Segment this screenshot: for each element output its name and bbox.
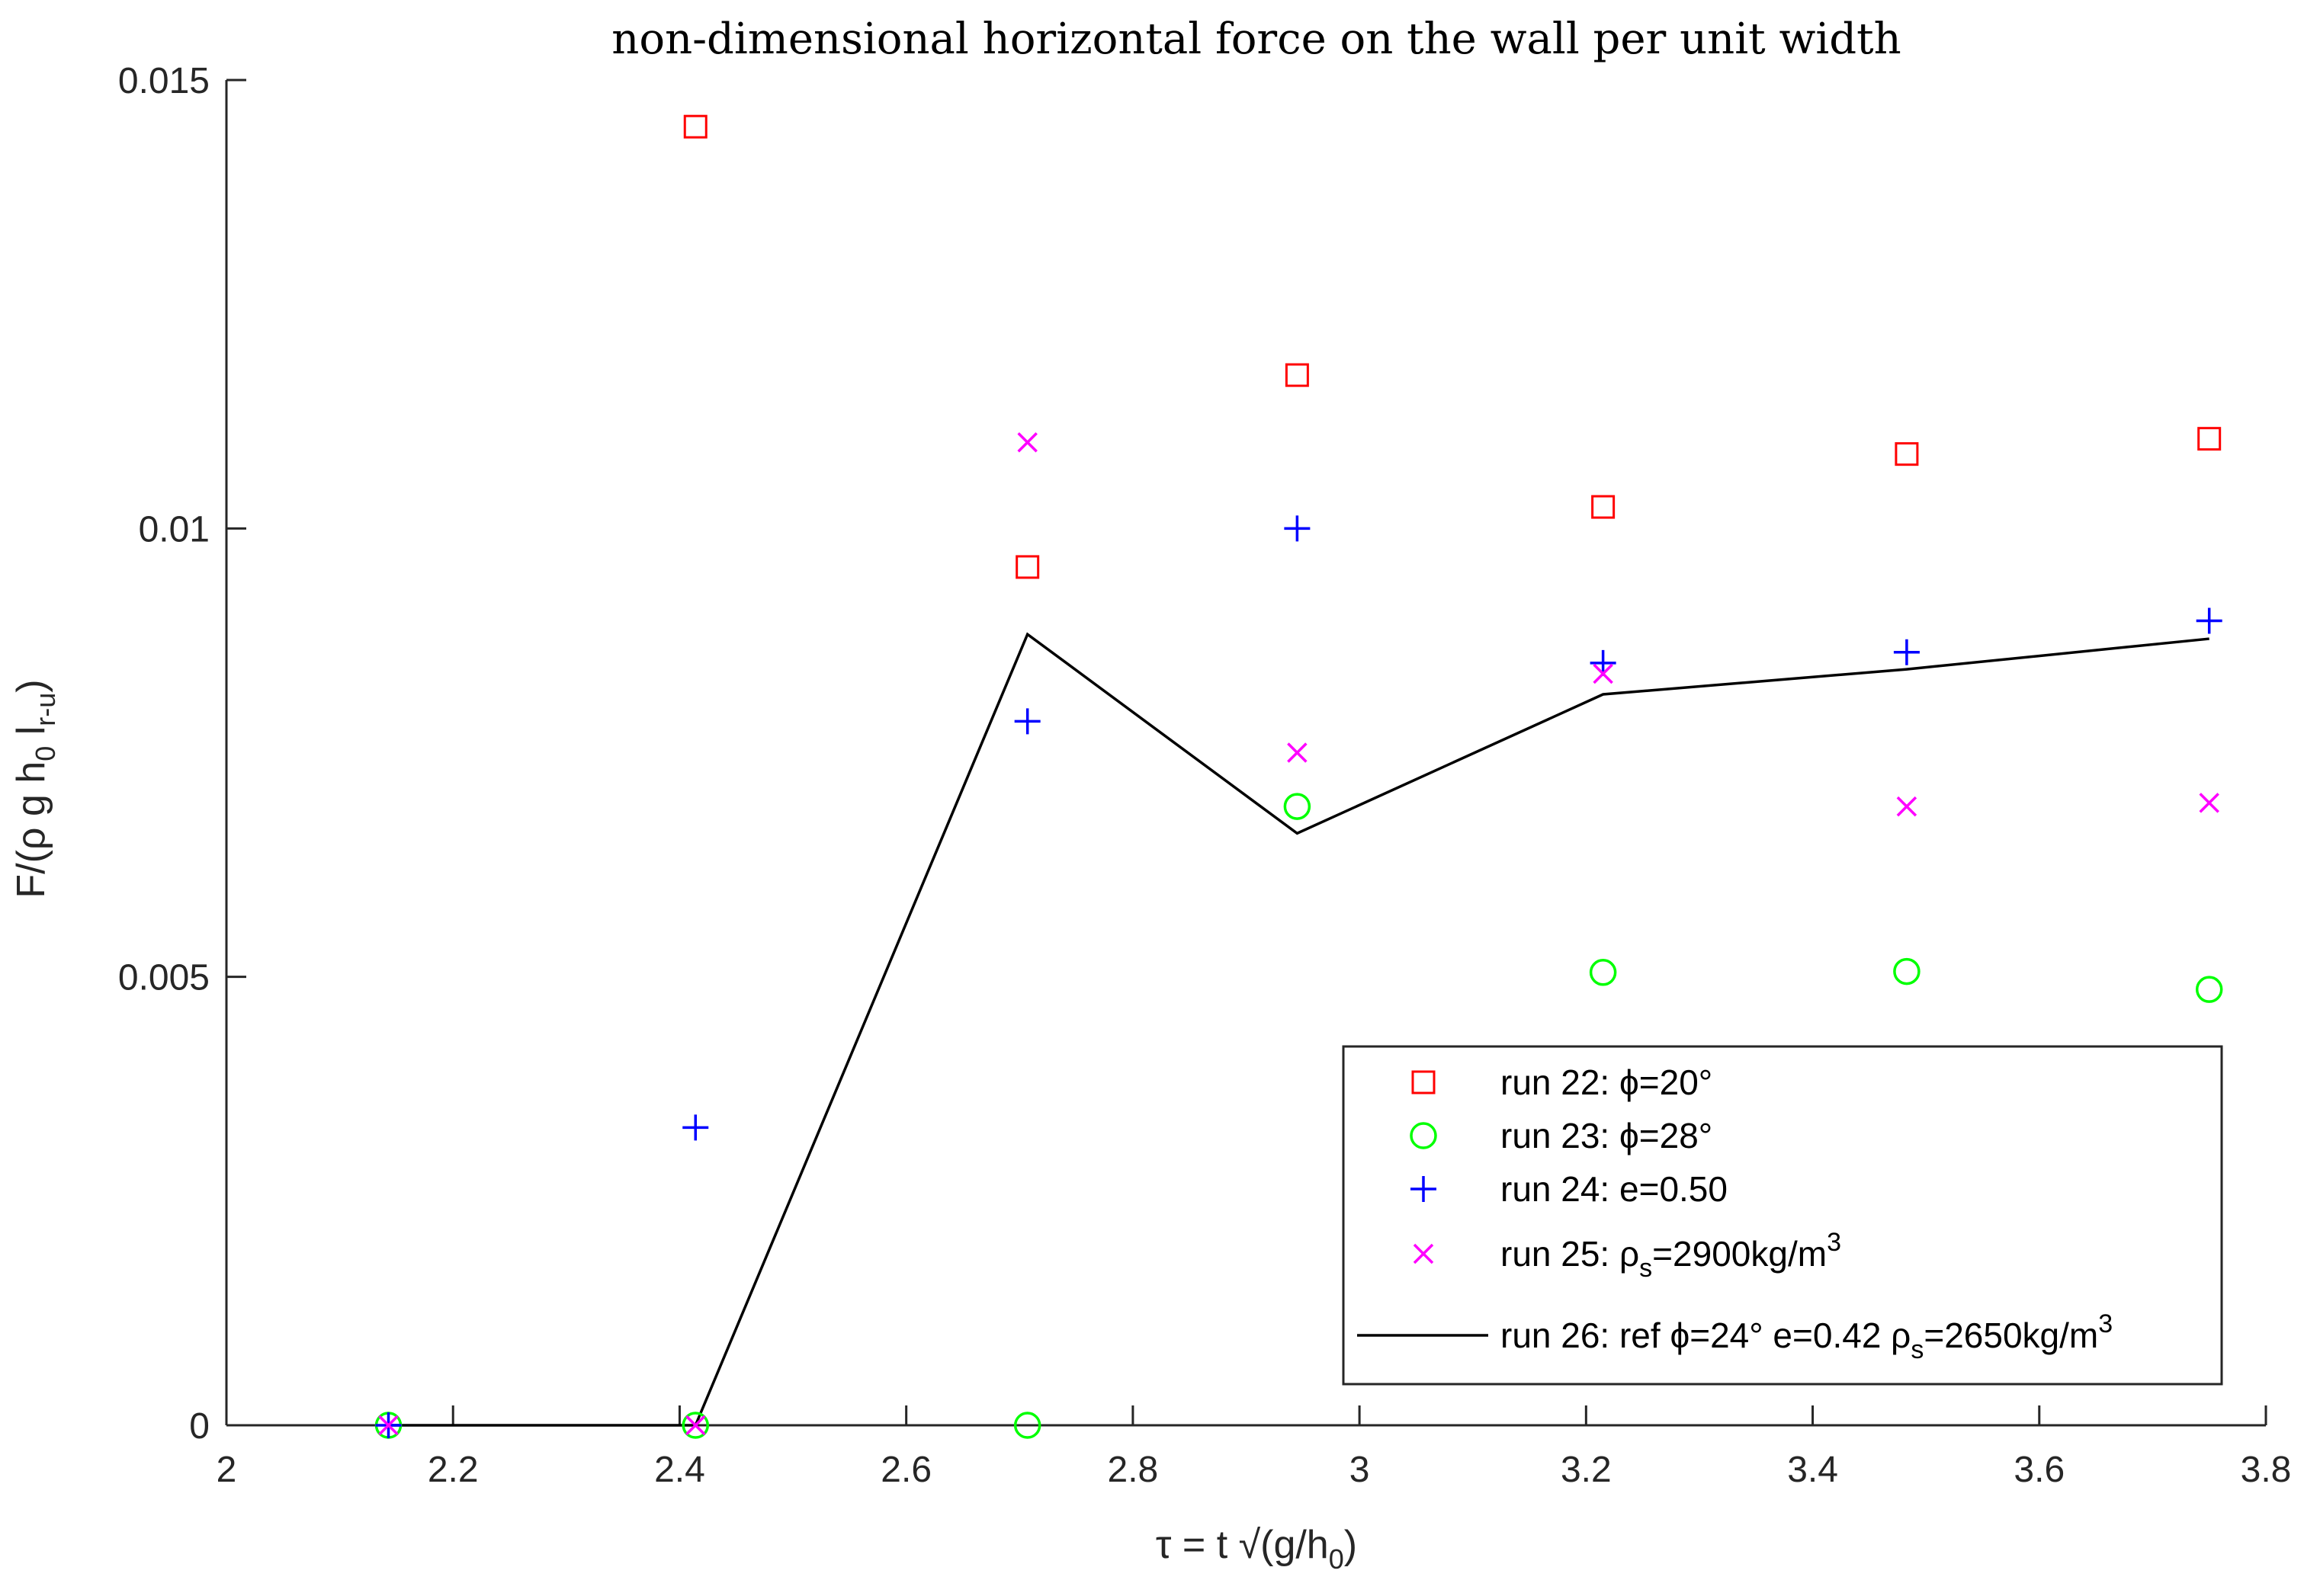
x-ticks: 2 2.2 2.4 2.6 2.8 3 3.2 3.4 3.6 3.8 (217, 1405, 2292, 1490)
legend-label: run 25: ρs=2900kg/m3 (1500, 1228, 1841, 1283)
data-point-circle (682, 1412, 709, 1439)
legend-marker-x (1413, 1243, 1434, 1264)
chart-title: non-dimensional horizontal force on the … (611, 14, 1901, 64)
data-point-circle (2195, 976, 2223, 1003)
legend-marker-circle (1410, 1122, 1437, 1149)
legend-marker-square (1411, 1070, 1436, 1094)
data-point-x (378, 1415, 399, 1436)
legend-box (1342, 1045, 2223, 1386)
data-point-x (1896, 796, 1917, 817)
y-tick-label: 0 (189, 1406, 210, 1447)
data-point-x (1017, 432, 1038, 453)
legend-label: run 23: ϕ=28° (1500, 1116, 1712, 1155)
data-point-plus (2196, 607, 2222, 634)
x-tick-label: 2 (217, 1450, 237, 1490)
y-ticks: 0 0.005 0.01 0.015 (118, 61, 246, 1447)
series-4 (378, 432, 2219, 1436)
legend: run 22: ϕ=20° run 23: ϕ=28° run 24: e=0.50… (1342, 1045, 2223, 1386)
x-tick-label: 3.2 (1561, 1450, 1612, 1490)
legend-marker-plus (1410, 1176, 1436, 1202)
data-point-plus (1014, 708, 1041, 735)
data-point-circle (1589, 959, 1617, 986)
y-tick-label: 0.015 (118, 61, 210, 101)
series-1 (683, 114, 2222, 579)
data-point-square (1285, 363, 1309, 387)
legend-label: run 26: ref ϕ=24° e=0.42 ρs=2650kg/m3 (1500, 1309, 2113, 1364)
legend-label: run 24: e=0.50 (1500, 1169, 1728, 1209)
x-axis-label: τ = t √(g/h0) (1156, 1523, 1357, 1575)
data-point-square (1895, 442, 1919, 466)
y-axis-label: F/(ρ g h0 lr-u) (9, 679, 61, 898)
x-tick-label: 2.6 (881, 1450, 932, 1490)
y-tick-label: 0.01 (139, 509, 210, 550)
x-tick-label: 2.8 (1108, 1450, 1159, 1490)
data-point-x (685, 1415, 706, 1436)
data-point-plus (1284, 515, 1311, 542)
x-tick-label: 3.8 (2241, 1450, 2292, 1490)
data-point-square (2197, 427, 2222, 451)
data-point-plus (682, 1114, 709, 1141)
data-point-plus (1893, 639, 1920, 665)
data-point-circle (1283, 793, 1311, 820)
x-tick-label: 2.4 (654, 1450, 705, 1490)
data-point-x (2199, 793, 2219, 813)
data-point-square (683, 114, 708, 139)
y-tick-label: 0.005 (118, 958, 210, 998)
x-tick-label: 3.4 (1787, 1450, 1838, 1490)
data-point-circle (1013, 1412, 1041, 1439)
x-tick-label: 3.6 (2014, 1450, 2065, 1490)
plot-series (374, 114, 2223, 1439)
data-point-square (1591, 495, 1616, 519)
data-point-square (1016, 555, 1040, 579)
data-point-x (1287, 742, 1308, 763)
legend-label: run 22: ϕ=20° (1500, 1062, 1712, 1102)
x-tick-label: 2.2 (428, 1450, 479, 1490)
data-point-x (1593, 663, 1613, 684)
x-tick-label: 3 (1349, 1450, 1370, 1490)
data-point-plus (1590, 649, 1616, 676)
series-3 (375, 515, 2222, 1438)
data-point-circle (1893, 957, 1921, 985)
